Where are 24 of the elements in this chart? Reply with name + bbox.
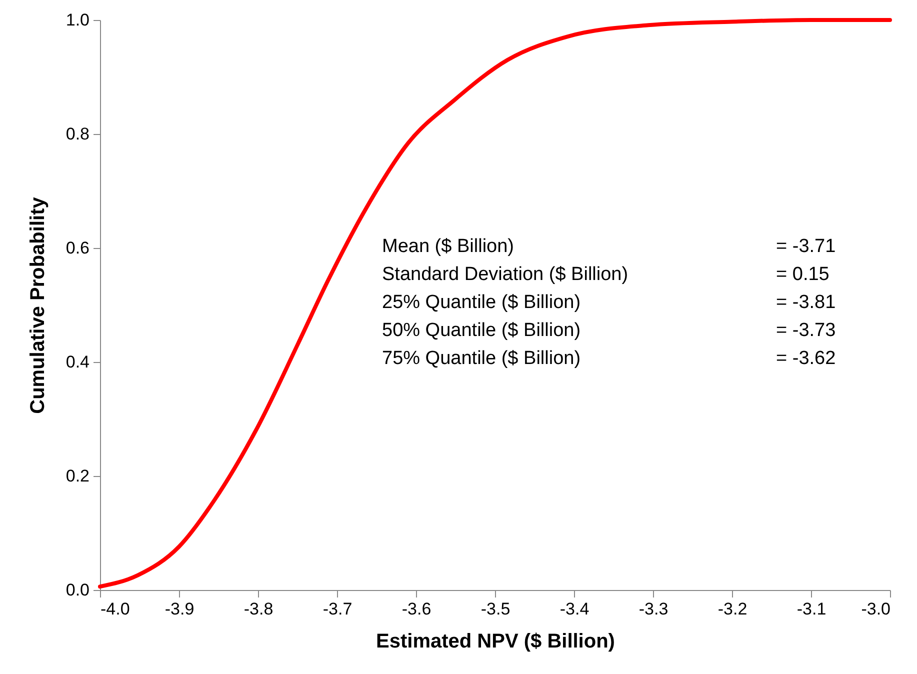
text: Mean ($ Billion) = -3.71 [382,236,836,257]
y-tick-label: 0.2 [66,466,90,486]
y-axis-title: Cumulative Probability [26,196,49,414]
text: 25% Quantile ($ Billion) = -3.81 [382,292,836,313]
x-tick-label: -3.2 [718,600,748,618]
x-axis-title: Estimated NPV ($ Billion) [376,630,615,652]
text: Standard Deviation ($ Billion) = 0.15 [382,264,830,285]
y-tick-label: 0.6 [66,238,90,258]
text: 50% Quantile ($ Billion) = -3.73 [382,320,836,341]
x-tick-label: -3.4 [560,600,590,618]
x-tick-label: -3.0 [861,600,890,618]
x-tick-label: -3.7 [322,600,352,618]
x-tick-label: -3.9 [164,600,194,618]
y-tick-label: 0.8 [66,124,90,144]
x-tick-label: -3.1 [796,600,826,618]
text: 75% Quantile ($ Billion) = -3.62 [382,348,836,369]
y-tick-label: 0.0 [66,580,90,600]
x-tick-label: -3.5 [480,600,510,618]
x-tick-label: -3.6 [402,600,432,618]
x-tick-label: -4.0 [100,600,130,618]
x-tick-label: -3.3 [638,600,668,618]
x-tick-label: -3.8 [244,600,274,618]
y-tick-label: 0.4 [66,352,90,372]
y-tick-label: 1.0 [66,10,90,30]
